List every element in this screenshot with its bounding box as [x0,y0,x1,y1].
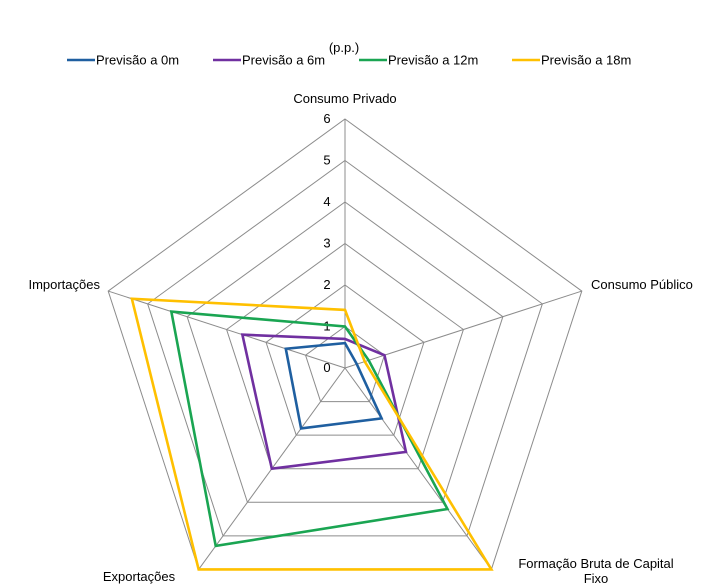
chart-title: (p.p.) [329,40,359,55]
grid-spoke [108,290,346,369]
legend: Previsão a 0m Previsão a 6m Previsão a 12m… [67,53,631,68]
legend-label: Previsão a 6m [242,53,325,68]
series-line [169,310,450,548]
legend-label: Previsão a 12m [388,53,478,68]
grid-ring [186,201,504,503]
series-group [130,297,494,571]
tick-label: 5 [323,153,330,168]
grid-ring [265,284,425,436]
axis-label: Exportações [103,569,176,584]
tick-label: 0 [323,360,330,375]
axis-label: Consumo Público [591,277,693,292]
tick-label: 6 [323,111,330,126]
tick-label: 2 [323,277,330,292]
legend-label: Previsão a 18m [541,53,631,68]
axis-label: Importações [28,277,100,292]
grid-spoke [344,367,492,570]
grid-ring [304,325,386,403]
axis-labels: Consumo Privado Consumo Público Formação B… [28,91,692,586]
series-line [240,333,408,471]
axis-label: Formação Bruta de Capital Fixo [518,556,673,586]
tick-label: 3 [323,236,330,251]
grid-spoke [344,290,582,369]
series-line [130,297,494,571]
grid-ring [226,242,464,470]
series-line [284,341,384,430]
axis-label: Consumo Privado [293,91,396,106]
tick-label: 4 [323,194,330,209]
legend-label: Previsão a 0m [96,53,179,68]
grid-ring [147,159,543,537]
